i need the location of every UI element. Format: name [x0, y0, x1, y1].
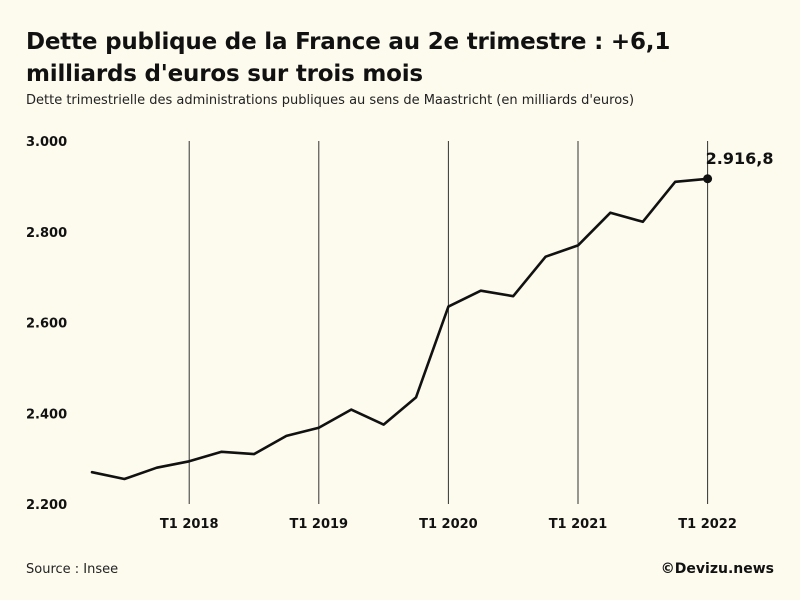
- y-tick-label: 2.200: [26, 498, 67, 513]
- brand-credit: ©Devizu.news: [660, 561, 774, 577]
- y-tick-label: 3.000: [26, 135, 67, 150]
- x-tick-label: T1 2021: [549, 517, 608, 532]
- last-value-point: [703, 174, 713, 184]
- series-line: [90, 177, 709, 481]
- annotations: 2.916,8: [703, 149, 774, 184]
- y-tick-label: 2.600: [26, 317, 67, 332]
- grid-lines: [188, 141, 709, 504]
- x-tick-label: T1 2022: [678, 517, 737, 532]
- x-tick-label: T1 2018: [160, 517, 219, 532]
- last-value-label: 2.916,8: [706, 149, 774, 168]
- chart-title: Dette publique de la France au 2e trimes…: [26, 29, 671, 87]
- x-axis: T1 2018 T1 2019 T1 2020 T1 2021 T1 2022: [160, 517, 737, 532]
- series: [90, 177, 709, 481]
- chart-subtitle: Dette trimestrielle des administrations …: [26, 93, 635, 108]
- y-tick-label: 2.400: [26, 407, 67, 422]
- source-note: Source : Insee: [26, 562, 119, 577]
- x-tick-label: T1 2019: [289, 517, 348, 532]
- x-tick-label: T1 2020: [419, 517, 478, 532]
- y-axis: 3.000 2.800 2.600 2.400 2.200: [26, 135, 67, 513]
- y-tick-label: 2.800: [26, 226, 67, 241]
